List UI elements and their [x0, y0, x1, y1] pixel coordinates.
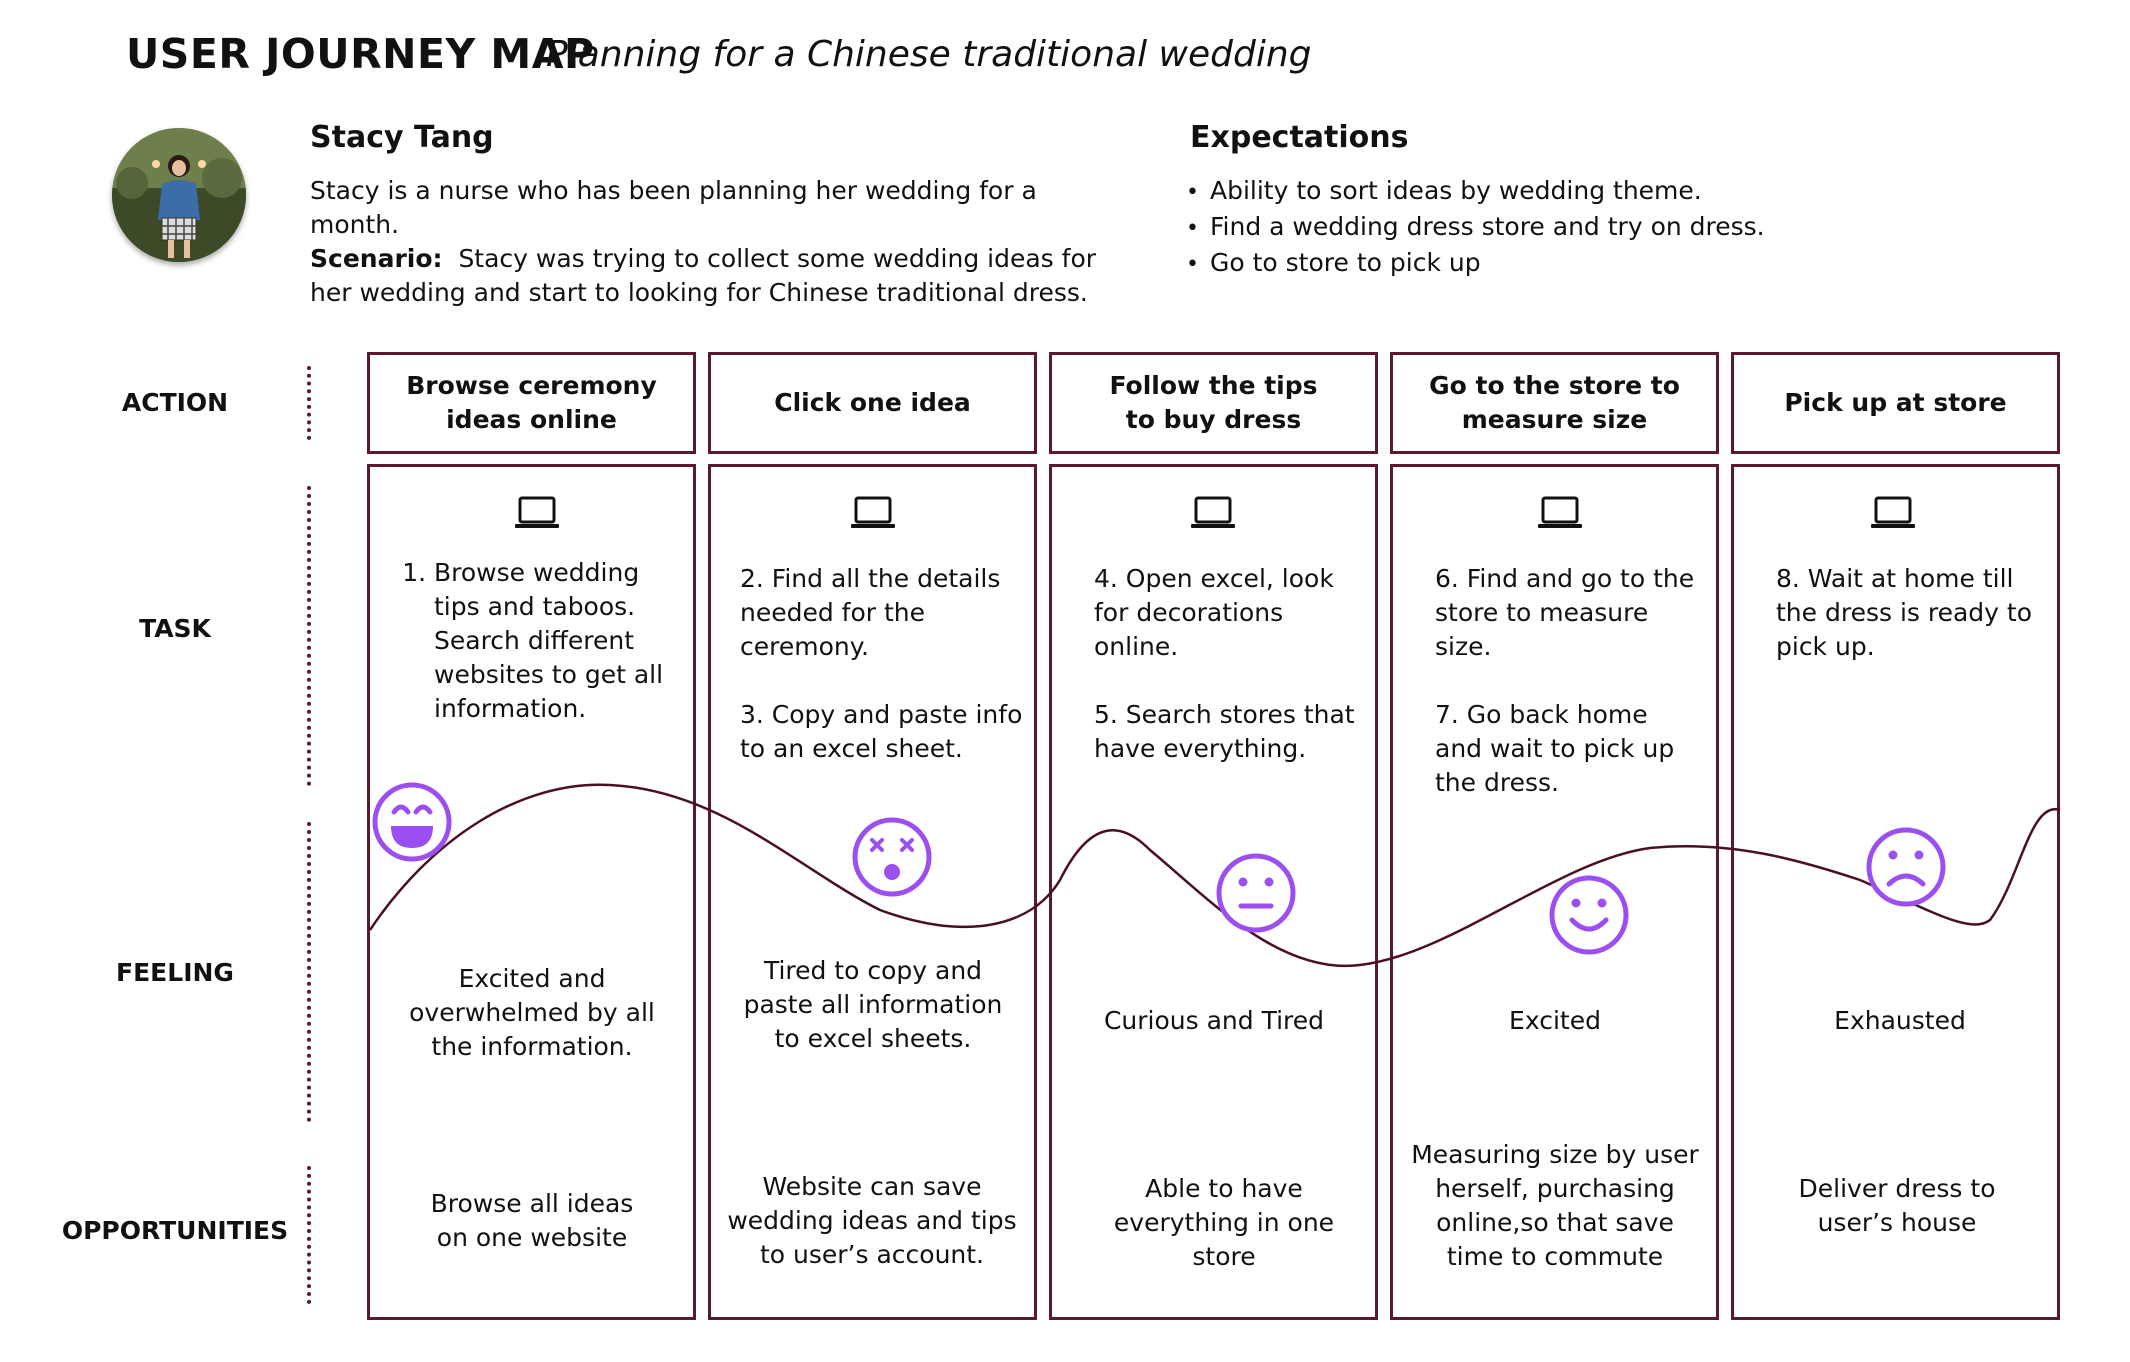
- feeling-text-1: Excited and overwhelmed by all the infor…: [409, 964, 655, 1061]
- persona-avatar: [112, 128, 246, 262]
- row-divider-action: [307, 366, 311, 440]
- laptop-icon: [851, 496, 895, 528]
- feeling-text-4: Excited: [1509, 1006, 1601, 1035]
- action-label: measure size: [1461, 405, 1648, 434]
- feeling-text-3: Curious and Tired: [1103, 1006, 1325, 1035]
- scenario-line-2: her wedding and start to looking for Chi…: [310, 278, 1088, 307]
- action-label: Pick up at store: [1784, 388, 2007, 417]
- row-label-action: ACTION: [121, 388, 229, 417]
- persona-name: Stacy Tang: [310, 120, 494, 155]
- laptop-icon: [515, 496, 559, 528]
- expectation-item: Ability to sort ideas by wedding theme.: [1186, 174, 1765, 210]
- expectations-list: Ability to sort ideas by wedding theme. …: [1186, 174, 1765, 282]
- row-divider-opportunities: [307, 1166, 311, 1304]
- scenario-label: Scenario:: [310, 244, 443, 273]
- action-label: Browse ceremony: [406, 371, 657, 400]
- opportunity-text-4: Measuring size by user herself, purchasi…: [1411, 1140, 1699, 1271]
- action-label: Click one idea: [774, 388, 971, 417]
- expectation-item: Go to store to pick up: [1186, 246, 1765, 282]
- action-box-4: Go to the store to measure size: [1390, 352, 1719, 454]
- action-box-1: Browse ceremony ideas online: [367, 352, 696, 454]
- task-item: Browse wedding tips and taboos. Search d…: [434, 556, 682, 726]
- persona-description: Stacy is a nurse who has been planning h…: [310, 174, 1110, 310]
- action-label: ideas online: [446, 405, 617, 434]
- page-title: USER JOURNEY MAP: [126, 30, 595, 78]
- opportunity-text-5: Deliver dress to user’s house: [1798, 1174, 1996, 1237]
- task-text-3: 4. Open excel, look for decorations onli…: [1094, 562, 1364, 766]
- opportunity-text-2: Website can save wedding ideas and tips …: [727, 1172, 1017, 1269]
- row-label-opportunities: OPPORTUNITIES: [61, 1216, 289, 1245]
- expectations-title: Expectations: [1190, 120, 1409, 155]
- opportunity-text-3: Able to have everything in one store: [1113, 1174, 1335, 1271]
- row-divider-task: [307, 486, 311, 786]
- action-box-2: Click one idea: [708, 352, 1037, 454]
- task-item: 5. Search stores that have everything.: [1094, 700, 1355, 763]
- laptop-icon: [1191, 496, 1235, 528]
- row-label-task: TASK: [139, 614, 211, 643]
- action-box-5: Pick up at store: [1731, 352, 2060, 454]
- laptop-icon: [1538, 496, 1582, 528]
- action-box-3: Follow the tips to buy dress: [1049, 352, 1378, 454]
- task-item: 2. Find all the details needed for the c…: [740, 564, 1001, 661]
- scenario-line-1: Stacy was trying to collect some wedding…: [458, 244, 1097, 273]
- task-text-5: 8. Wait at home till the dress is ready …: [1776, 562, 2046, 664]
- task-item: 6. Find and go to the store to measure s…: [1435, 564, 1695, 661]
- task-item: 3. Copy and paste info to an excel sheet…: [740, 700, 1023, 763]
- action-label: Go to the store to: [1429, 371, 1680, 400]
- feeling-text-5: Exhausted: [1834, 1006, 1966, 1035]
- task-text-1: Browse wedding tips and taboos. Search d…: [402, 556, 682, 726]
- expectation-item: Find a wedding dress store and try on dr…: [1186, 210, 1765, 246]
- laptop-icon: [1871, 496, 1915, 528]
- task-item: 7. Go back home and wait to pick up the …: [1435, 700, 1675, 797]
- action-label: Follow the tips: [1109, 371, 1318, 400]
- row-label-feeling: FEELING: [116, 958, 234, 987]
- opportunity-text-1: Browse all ideas on one website: [430, 1189, 634, 1252]
- persona-bio: Stacy is a nurse who has been planning h…: [310, 176, 1037, 239]
- feeling-text-2: Tired to copy and paste all information …: [743, 956, 1003, 1053]
- persona-scenario: Scenario: Stacy was trying to collect so…: [310, 242, 1110, 276]
- task-text-2: 2. Find all the details needed for the c…: [740, 562, 1030, 766]
- row-divider-feeling: [307, 822, 311, 1122]
- task-item: 4. Open excel, look for decorations onli…: [1094, 564, 1334, 661]
- page-subtitle: Planning for a Chinese traditional weddi…: [546, 34, 1312, 75]
- task-item: 8. Wait at home till the dress is ready …: [1776, 564, 2033, 661]
- task-text-4: 6. Find and go to the store to measure s…: [1435, 562, 1700, 800]
- action-label: to buy dress: [1125, 405, 1302, 434]
